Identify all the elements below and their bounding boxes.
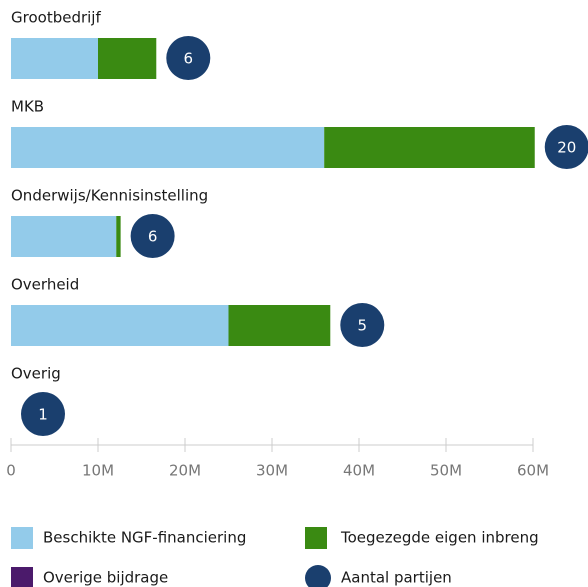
legend-label: Toegezegde eigen inbreng <box>340 529 539 547</box>
x-tick-label: 30M <box>256 462 288 480</box>
bar-segment <box>11 38 98 79</box>
count-label: 1 <box>38 406 48 424</box>
legend-label: Overige bijdrage <box>43 569 168 587</box>
x-tick-label: 10M <box>82 462 114 480</box>
count-label: 5 <box>358 317 368 335</box>
category-label: Grootbedrijf <box>11 9 101 27</box>
bar-segment <box>324 127 535 168</box>
legend-label: Aantal partijen <box>341 569 452 587</box>
bar-segment <box>11 216 117 257</box>
bar-segment <box>98 38 157 79</box>
bar-segment <box>11 127 325 168</box>
count-label: 6 <box>184 50 194 68</box>
x-tick-label: 60M <box>517 462 549 480</box>
category-label: Overheid <box>11 276 79 294</box>
category-label: Onderwijs/Kennisinstelling <box>11 187 208 205</box>
legend-swatch <box>305 527 327 549</box>
legend-label: Beschikte NGF-financiering <box>43 529 246 547</box>
category-label: MKB <box>11 98 44 116</box>
x-tick-label: 50M <box>430 462 462 480</box>
count-circle <box>166 36 211 80</box>
count-label: 6 <box>148 228 158 246</box>
bar-segment <box>228 305 331 346</box>
legend-swatch <box>305 565 331 587</box>
count-circle <box>21 392 65 436</box>
bar-segment <box>116 216 121 257</box>
x-tick-label: 40M <box>343 462 375 480</box>
count-circle <box>544 125 588 169</box>
count-label: 20 <box>557 139 576 157</box>
x-tick-label: 20M <box>169 462 201 480</box>
legend-swatch <box>11 567 33 587</box>
bar-segment <box>11 305 229 346</box>
category-label: Overig <box>11 365 61 383</box>
x-tick-label: 0 <box>6 462 16 480</box>
legend-swatch <box>11 527 33 549</box>
count-circle <box>130 214 175 258</box>
count-circle <box>340 303 385 347</box>
